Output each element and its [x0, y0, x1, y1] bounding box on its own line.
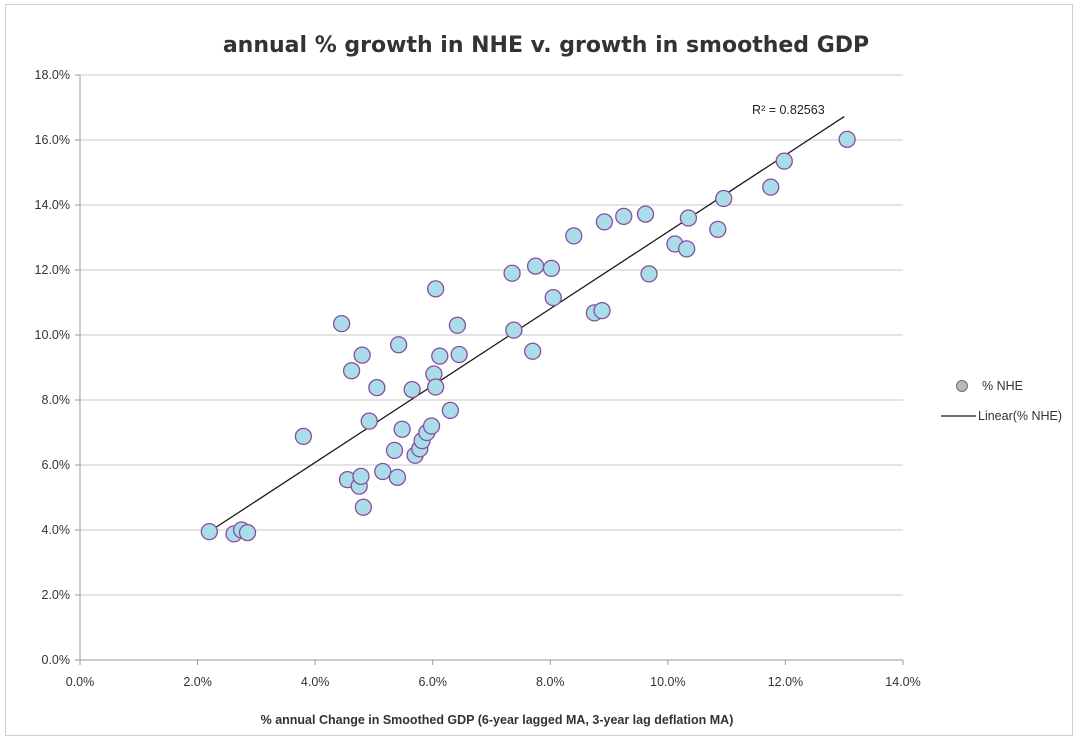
x-axis-ticks: 0.0% 2.0% 4.0% 6.0% 8.0% 10.0% 12.0% 14.0% [66, 660, 921, 689]
y-tick-label: 2.0% [42, 588, 71, 602]
legend-label-linear: Linear(% NHE) [978, 409, 1062, 423]
legend-label-nhe: % NHE [982, 379, 1023, 393]
data-point [615, 207, 633, 226]
data-point [636, 205, 655, 223]
data-point [294, 427, 313, 446]
x-tick-label: 2.0% [183, 675, 212, 689]
x-tick-label: 0.0% [66, 675, 95, 689]
data-point [374, 462, 392, 481]
data-point [389, 336, 408, 354]
data-point [342, 362, 361, 380]
x-tick-label: 6.0% [418, 675, 447, 689]
data-point [542, 259, 561, 278]
data-point [431, 347, 449, 365]
data-point [595, 213, 614, 231]
y-axis-ticks: 0.0% 2.0% 4.0% 6.0% 8.0% 10.0% 12.0% 14.0% 16.0%… [35, 68, 80, 667]
data-point [503, 264, 521, 282]
data-point [368, 378, 386, 397]
data-point [640, 265, 658, 283]
legend: % NHE Linear(% NHE) [941, 379, 1062, 423]
data-point [448, 316, 467, 334]
data-point [775, 152, 793, 170]
data-point [393, 420, 411, 438]
data-point [524, 342, 542, 360]
data-point [679, 209, 698, 227]
data-point [403, 380, 421, 399]
data-point [709, 220, 727, 239]
r-squared-label: R² = 0.82563 [752, 103, 825, 117]
y-tick-label: 0.0% [42, 653, 71, 667]
x-tick-label: 8.0% [536, 675, 565, 689]
data-point [526, 257, 545, 275]
data-point [238, 523, 257, 542]
y-tick-label: 16.0% [35, 133, 70, 147]
y-tick-label: 10.0% [35, 328, 70, 342]
x-tick-label: 10.0% [650, 675, 685, 689]
x-axis-label: % annual Change in Smoothed GDP (6-year … [261, 713, 734, 727]
data-point [388, 468, 407, 487]
trendline [208, 116, 845, 533]
chart-frame: annual % growth in NHE v. growth in smoo… [5, 4, 1073, 736]
data-point [422, 417, 441, 435]
data-point [505, 321, 523, 339]
data-point [353, 346, 371, 364]
y-tick-label: 12.0% [35, 263, 70, 277]
data-point [332, 314, 351, 333]
gridlines [80, 74, 903, 596]
data-point [385, 441, 404, 460]
data-point [352, 467, 370, 486]
data-point [838, 130, 856, 149]
data-point [427, 378, 445, 396]
x-tick-label: 12.0% [768, 675, 803, 689]
data-point [450, 345, 468, 364]
chart-title: annual % growth in NHE v. growth in smoo… [223, 33, 869, 58]
data-point [593, 301, 611, 320]
y-tick-label: 6.0% [42, 458, 71, 472]
data-point [715, 189, 733, 208]
data-point [200, 522, 218, 541]
data-point [544, 288, 562, 307]
data-point [678, 240, 696, 258]
data-point [354, 498, 372, 516]
annotations: R² = 0.82563 [752, 103, 825, 117]
y-tick-label: 18.0% [35, 68, 70, 82]
data-point [427, 280, 445, 298]
x-tick-label: 4.0% [301, 675, 330, 689]
data-point [565, 227, 583, 245]
legend-marker-nhe [956, 380, 968, 392]
scatter-chart: annual % growth in NHE v. growth in smoo… [35, 33, 1063, 727]
y-tick-label: 14.0% [35, 198, 70, 212]
x-tick-label: 14.0% [885, 675, 920, 689]
data-point [360, 412, 378, 430]
y-tick-label: 8.0% [42, 393, 71, 407]
data-point [441, 401, 460, 420]
data-points [200, 130, 856, 543]
data-point [762, 178, 780, 196]
trendline-linear-nhe [208, 116, 845, 533]
axes [79, 75, 903, 661]
y-tick-label: 4.0% [42, 523, 71, 537]
